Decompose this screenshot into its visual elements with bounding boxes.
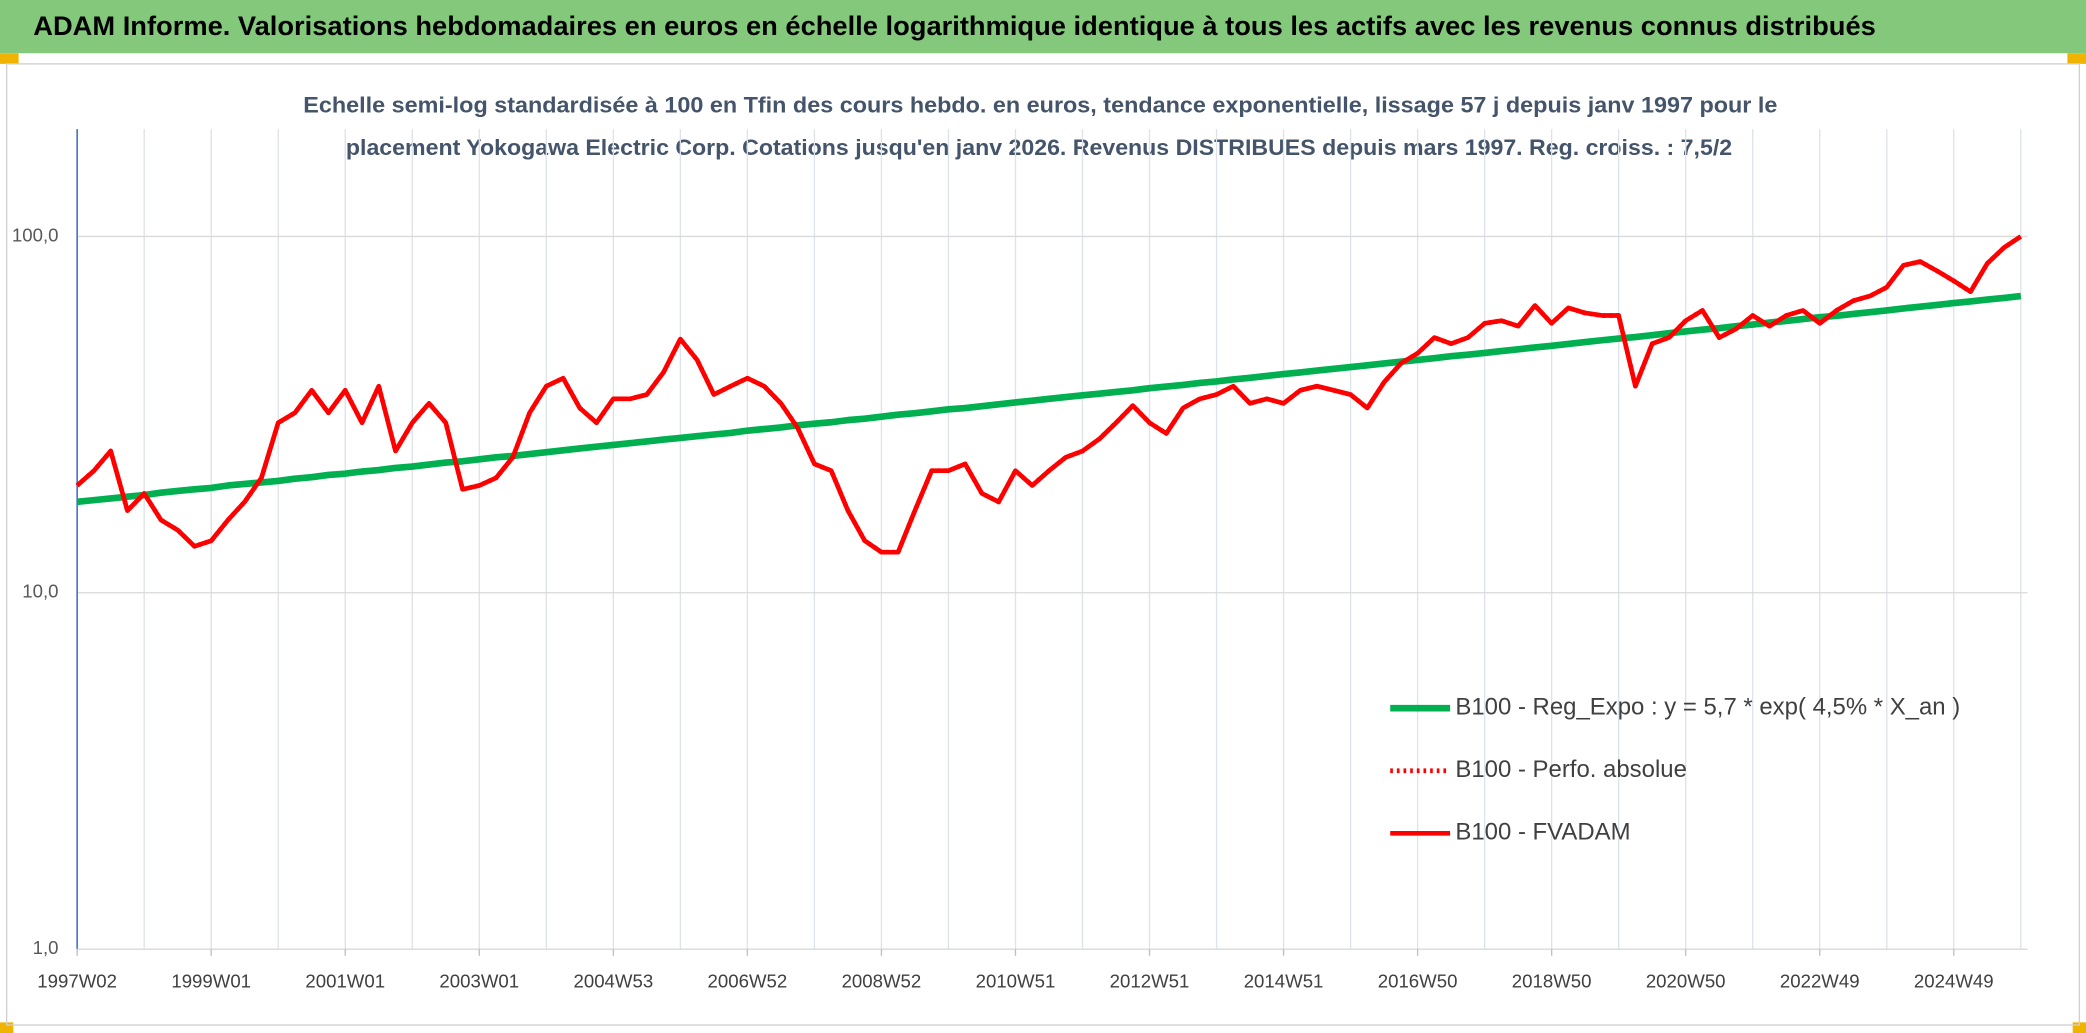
y-tick-label: 100,0 xyxy=(12,224,59,245)
x-tick-label: 2004W53 xyxy=(573,970,653,991)
chart-title: ADAM Informe. Valorisations hebdomadaire… xyxy=(33,11,1876,41)
x-tick-label: 2020W50 xyxy=(1646,970,1726,991)
x-tick-label: 2018W50 xyxy=(1512,970,1592,991)
corner-mark xyxy=(0,53,19,64)
series-line xyxy=(76,292,2022,506)
x-tick-label: 2012W51 xyxy=(1110,970,1190,991)
header-band xyxy=(0,0,2086,54)
x-tick-label: 2001W01 xyxy=(305,970,385,991)
series-line xyxy=(75,234,2023,555)
x-tick-label: 2022W49 xyxy=(1780,970,1860,991)
x-tick-label: 2006W52 xyxy=(708,970,788,991)
x-tick-label: 2014W51 xyxy=(1244,970,1324,991)
x-tick-label: 2003W01 xyxy=(439,970,519,991)
legend-label: B100 - Perfo. absolue xyxy=(1455,756,1686,783)
x-tick-label: 2010W51 xyxy=(976,970,1056,991)
y-tick-label: 10,0 xyxy=(22,581,58,602)
chart-frame xyxy=(5,63,2081,1026)
corner-mark xyxy=(2067,53,2086,64)
legend-label: B100 - FVADAM xyxy=(1455,819,1630,846)
x-tick-label: 2008W52 xyxy=(842,970,922,991)
x-tick-label: 1997W02 xyxy=(37,970,117,991)
x-tick-label: 2016W50 xyxy=(1378,970,1458,991)
chart-subtitle: Echelle semi-log standardisée à 100 en T… xyxy=(303,92,1777,117)
corner-mark xyxy=(0,1022,14,1033)
corner-mark xyxy=(2072,1022,2086,1033)
legend-label: B100 - Reg_Expo : y = 5,7 * exp( 4,5% * … xyxy=(1455,694,1960,721)
chart-subtitle: placement Yokogawa Electric Corp. Cotati… xyxy=(346,135,1732,160)
y-tick-label: 1,0 xyxy=(33,937,59,958)
x-tick-label: 1999W01 xyxy=(171,970,251,991)
x-tick-label: 2024W49 xyxy=(1914,970,1994,991)
